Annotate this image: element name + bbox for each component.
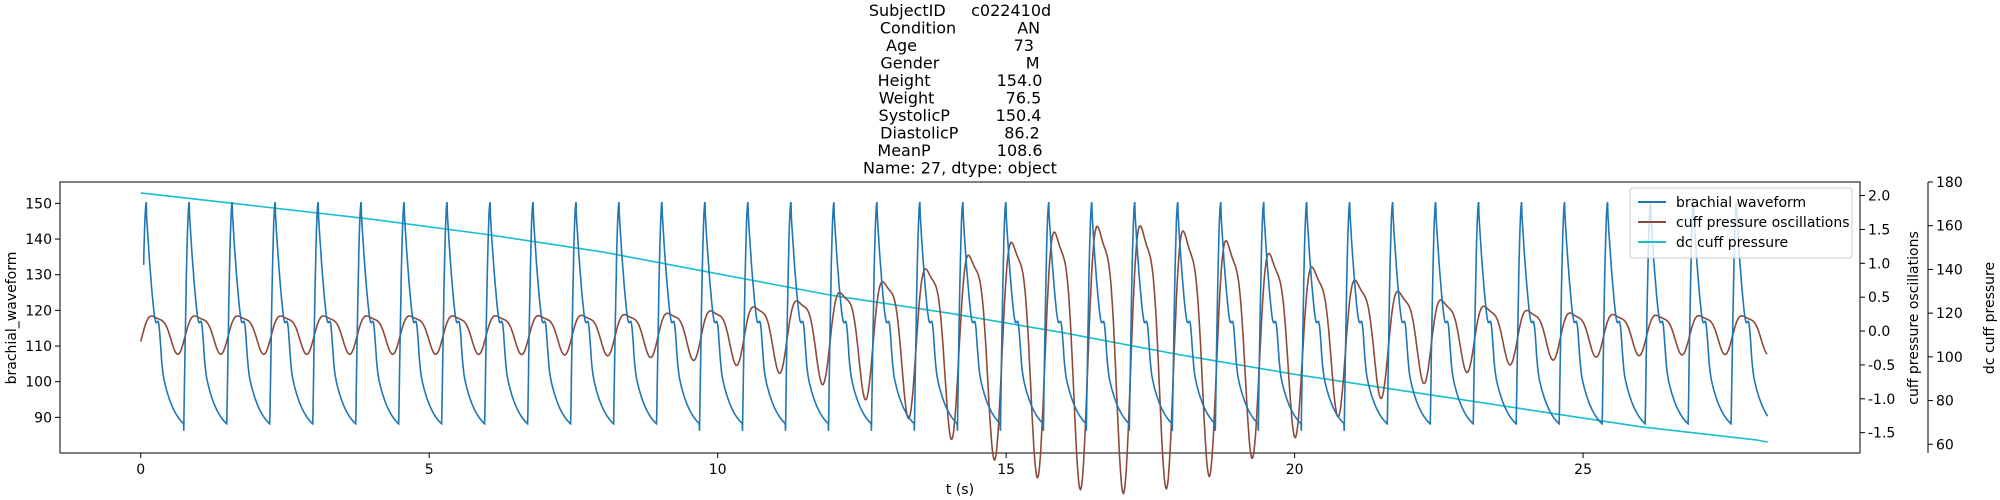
right2-tick-label: 160	[1936, 219, 1963, 235]
legend-label: brachial waveform	[1676, 195, 1806, 211]
series-line-dc-cuff-pressure	[140, 192, 1768, 443]
left-y-axis: 90 100 110 120 130 140 150	[25, 196, 60, 426]
title-line: Weight 76.5	[879, 89, 1042, 108]
series-line-brachial-waveform	[142, 201, 1769, 431]
left-tick-label: 90	[34, 410, 52, 426]
title-line: SystolicP 150.4	[879, 106, 1042, 125]
x-tick-label: 20	[1286, 462, 1304, 478]
title-line: Name: 27, dtype: object	[863, 159, 1057, 178]
title-line: MeanP 108.6	[877, 141, 1042, 160]
right-axis-label-cuff-oscillations: cuff pressure oscillations	[1906, 231, 1922, 405]
left-tick-label: 150	[25, 196, 52, 212]
left-axis-label: brachial_waveform	[4, 252, 20, 385]
x-axis: 0 5 10 15 20 25	[136, 453, 1592, 478]
title-line: Gender M	[880, 54, 1039, 73]
right1-tick-label: -1.5	[1868, 426, 1895, 442]
right-y-axis-dc-cuff: 60 80 100 120 140 160 180	[1927, 175, 1963, 453]
left-tick-label: 110	[25, 339, 52, 355]
x-tick-label: 10	[709, 462, 727, 478]
right1-tick-label: 0.0	[1868, 324, 1890, 340]
right2-tick-label: 60	[1936, 437, 1954, 453]
title-line: DiastolicP 86.2	[880, 124, 1040, 143]
left-tick-label: 130	[25, 268, 52, 284]
left-tick-label: 100	[25, 375, 52, 391]
right-axis-label-dc-cuff: dc cuff pressure	[1982, 262, 1998, 374]
x-tick-label: 15	[997, 462, 1015, 478]
right2-tick-label: 80	[1936, 394, 1954, 410]
x-axis-label: t (s)	[946, 482, 974, 498]
right1-tick-label: 2.0	[1868, 189, 1890, 205]
left-tick-label: 120	[25, 303, 52, 319]
right1-tick-label: -1.0	[1868, 392, 1895, 408]
right2-tick-label: 120	[1936, 306, 1963, 322]
title-line: SubjectID c022410d	[869, 1, 1051, 20]
left-tick-label: 140	[25, 232, 52, 248]
x-tick-label: 5	[425, 462, 434, 478]
title-line: Age 73	[886, 36, 1034, 55]
right1-tick-label: 0.5	[1868, 290, 1890, 306]
right1-tick-label: 1.0	[1868, 256, 1890, 272]
x-tick-label: 25	[1574, 462, 1592, 478]
legend-label: dc cuff pressure	[1676, 235, 1788, 251]
right-y-axis-cuff-oscillations: -1.5 -1.0 -0.5 0.0 0.5 1.0 1.5 2.0	[1860, 189, 1895, 442]
right2-tick-label: 100	[1936, 350, 1963, 366]
x-tick-label: 0	[136, 462, 145, 478]
legend-label: cuff pressure oscillations	[1676, 215, 1850, 231]
legend-box	[1629, 187, 1853, 259]
right1-tick-label: 1.5	[1868, 222, 1890, 238]
series-lines	[140, 192, 1769, 496]
right2-tick-label: 180	[1936, 175, 1963, 191]
plot-frame	[59, 181, 1861, 454]
legend: brachial waveform cuff pressure oscillati…	[1629, 187, 1853, 259]
title-line: Height 154.0	[878, 71, 1043, 90]
right1-tick-label: -0.5	[1868, 358, 1895, 374]
title-line: Condition AN	[880, 19, 1040, 38]
right2-tick-label: 140	[1936, 262, 1963, 278]
